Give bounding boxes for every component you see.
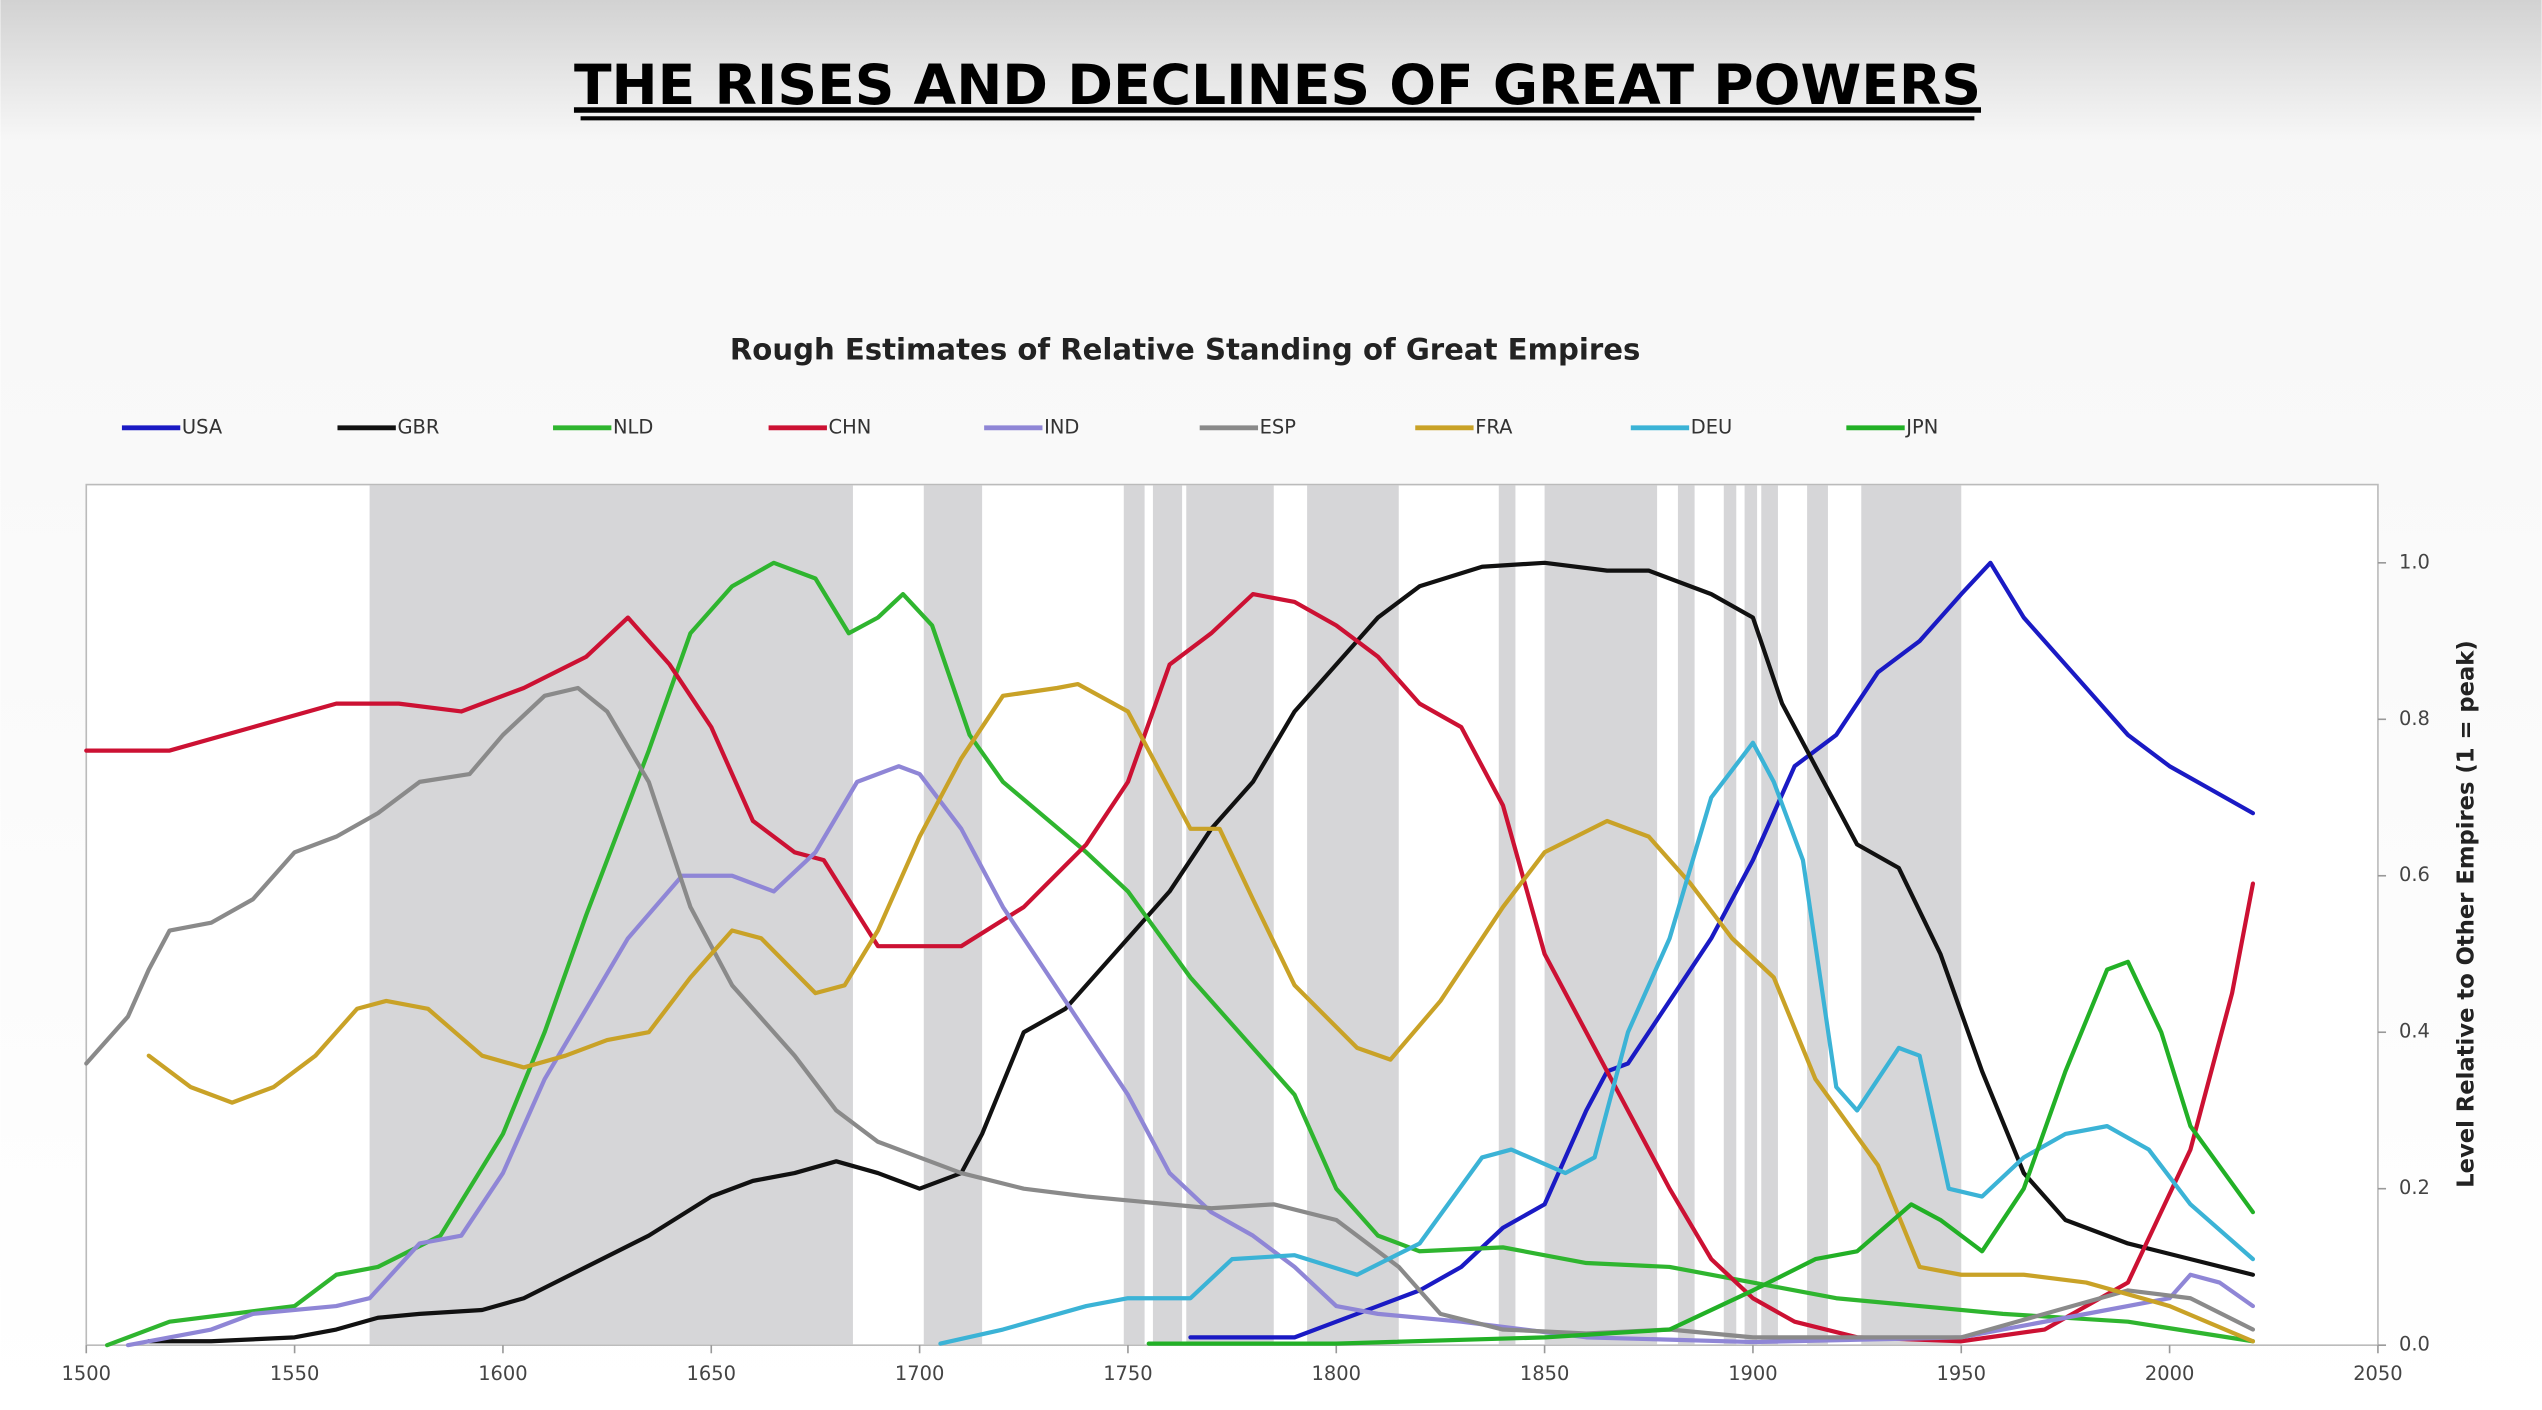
series-line (104, 560, 2256, 1348)
shaded-period (1498, 485, 1516, 1345)
shaded-period (1307, 485, 1399, 1345)
legend-label: JPN (1905, 415, 1938, 438)
legend-label: NLD (613, 415, 653, 438)
x-tick-label: 1550 (270, 1362, 319, 1385)
x-tick-label: 1800 (1312, 1362, 1361, 1385)
series-line (146, 681, 2256, 1344)
y-tick-label: 0.8 (2399, 707, 2430, 730)
x-tick-label: 1950 (1937, 1362, 1986, 1385)
x-tick-label: 1850 (1520, 1362, 1569, 1385)
shaded-period (1744, 485, 1758, 1345)
y-tick-label: 0.4 (2399, 1020, 2430, 1043)
x-tick-label: 1500 (62, 1362, 111, 1385)
x-tick-label: 2000 (2145, 1362, 2194, 1385)
shaded-period (1723, 485, 1737, 1345)
y-tick-label: 0.0 (2399, 1333, 2430, 1356)
shaded-period (1152, 485, 1183, 1345)
chart-subtitle: Rough Estimates of Relative Standing of … (730, 333, 1641, 367)
shaded-period (1123, 485, 1145, 1345)
series-line (84, 685, 2256, 1340)
series-line (938, 740, 2256, 1346)
legend-label: IND (1044, 415, 1079, 438)
series-line (84, 592, 2256, 1344)
series-line (125, 764, 2256, 1348)
x-tick-label: 2050 (2353, 1362, 2402, 1385)
shaded-period (1544, 485, 1658, 1345)
shaded-period (1807, 485, 1828, 1345)
x-tick-label: 1900 (1728, 1362, 1777, 1385)
x-tick-label: 1750 (1103, 1362, 1152, 1385)
page-title: THE RISES AND DECLINES OF GREAT POWERS (574, 53, 1981, 117)
series-line (1188, 560, 2256, 1340)
y-axis-label: Level Relative to Other Empires (1 = pea… (2454, 640, 2480, 1188)
legend-label: GBR (397, 415, 439, 438)
y-tick-label: 0.6 (2399, 863, 2430, 886)
shaded-period (1761, 485, 1778, 1345)
shaded-period (1677, 485, 1695, 1345)
series-line (1146, 959, 2256, 1346)
legend-label: FRA (1475, 415, 1513, 438)
legend-label: CHN (829, 415, 872, 438)
x-tick-label: 1700 (895, 1362, 944, 1385)
shaded-period (369, 485, 853, 1345)
shaded-period (1861, 485, 1962, 1345)
y-tick-label: 0.2 (2399, 1176, 2430, 1199)
legend-label: DEU (1691, 415, 1732, 438)
x-tick-label: 1650 (687, 1362, 736, 1385)
legend-label: USA (182, 415, 223, 438)
legend-label: ESP (1260, 415, 1297, 438)
y-tick-label: 1.0 (2399, 550, 2430, 573)
shaded-period (923, 485, 983, 1345)
x-tick-label: 1600 (478, 1362, 527, 1385)
